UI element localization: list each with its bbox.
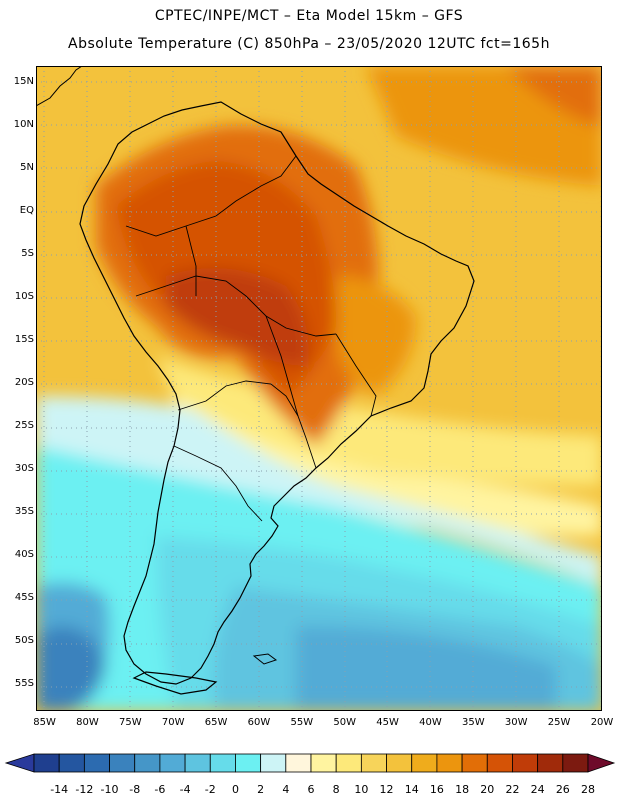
colorbar (4, 753, 616, 773)
lon-tick-label: 60W (247, 717, 271, 728)
colorbar-tick-label: 18 (455, 783, 470, 796)
chart-title: CPTEC/INPE/MCT – Eta Model 15km – GFS (154, 8, 464, 24)
colorbar-tick-label: -6 (154, 783, 166, 796)
colorbar-tick-label: -12 (75, 783, 94, 796)
field-cool-band (36, 396, 602, 586)
lon-tick-label: 80W (76, 717, 99, 728)
field-pale-band (156, 396, 602, 536)
temperature-map (36, 66, 602, 711)
colorbar-under-arrow (4, 753, 35, 773)
chart-subtitle: Absolute Temperature (C) 850hPa – 23/05/… (68, 36, 550, 52)
lat-tick-label: EQ (19, 205, 34, 217)
colorbar-swatch (134, 753, 161, 773)
lon-tick-label: 65W (204, 717, 228, 728)
colorbar-swatch (562, 753, 589, 773)
colorbar-tick-label: 12 (379, 783, 394, 796)
lon-tick-label: 25W (547, 717, 571, 728)
lat-tick-label: 30S (14, 463, 34, 475)
lat-tick-label: 55S (14, 678, 34, 690)
colorbar-swatch (335, 753, 362, 773)
colorbar-swatch (411, 753, 438, 773)
colorbar-tick-label: -2 (204, 783, 216, 796)
colorbar-tick-label: 28 (581, 783, 595, 796)
falkland-islands (252, 653, 278, 665)
lat-tick-label: 5N (20, 162, 34, 174)
field-interior-hot (166, 268, 309, 366)
lat-tick-label: 15N (13, 76, 34, 88)
lon-tick-label: 40W (419, 717, 442, 728)
colorbar-tick-label: 24 (530, 783, 545, 796)
field-drake (296, 626, 556, 711)
colorbar-swatch (209, 753, 236, 773)
colorbar-tick-label: 10 (354, 783, 369, 796)
colorbar-swatch (83, 753, 110, 773)
colorbar-swatch (461, 753, 488, 773)
colorbar-tick-label: 26 (555, 783, 570, 796)
colorbar-swatch (184, 753, 211, 773)
lat-tick-label: 50S (14, 635, 34, 647)
lon-tick-label: 50W (333, 717, 357, 728)
lon-tick-label: 20W (590, 717, 614, 728)
gulf-of-mexico-coast (36, 66, 83, 107)
lat-tick-label: 15S (14, 334, 34, 346)
colorbar-tick-label: 4 (282, 783, 290, 796)
colorbar-tick-label: -14 (50, 783, 69, 796)
lat-tick-label: 20S (14, 377, 34, 389)
colorbar-tick-label: 16 (429, 783, 444, 796)
colorbar-swatch (235, 753, 262, 773)
lon-tick-label: 75W (119, 717, 142, 728)
lat-tick-label: 5S (21, 248, 34, 260)
colorbar-swatch (360, 753, 387, 773)
lon-tick-label: 45W (376, 717, 399, 728)
colorbar-swatch (33, 753, 60, 773)
lon-tick-label: 30W (504, 717, 528, 728)
colorbar-tick-label: 0 (231, 783, 239, 796)
colorbar-tick-label: 22 (505, 783, 520, 796)
colorbar-tick-label: 6 (307, 783, 315, 796)
lat-tick-label: 10S (14, 291, 34, 303)
colorbar-tick-label: -4 (179, 783, 191, 796)
tierra-del-fuego (132, 671, 218, 695)
colorbar-swatch (436, 753, 463, 773)
colorbar-swatch (310, 753, 337, 773)
field-far-south (36, 626, 106, 711)
colorbar-tick-label: -8 (129, 783, 141, 796)
lat-tick-label: 40S (14, 549, 34, 561)
colorbar-swatch (537, 753, 564, 773)
colorbar-swatch (109, 753, 136, 773)
lat-tick-label: 25S (14, 420, 34, 432)
lon-tick-label: 55W (290, 717, 314, 728)
colorbar-swatch (285, 753, 312, 773)
field-ne-ocean-hot (506, 66, 602, 126)
colorbar-over-arrow (587, 753, 616, 773)
colorbar-tick-label: -10 (100, 783, 119, 796)
lon-tick-label: 35W (462, 717, 485, 728)
colorbar-swatch (512, 753, 539, 773)
colorbar-tick-label: 2 (257, 783, 265, 796)
colorbar-swatch (486, 753, 513, 773)
colorbar-swatch (58, 753, 85, 773)
colorbar-tick-label: 8 (332, 783, 340, 796)
lat-tick-label: 45S (14, 592, 34, 604)
country-borders (125, 155, 377, 522)
lat-tick-label: 35S (14, 506, 34, 518)
lon-tick-label: 70W (161, 717, 185, 728)
colorbar-swatch (159, 753, 186, 773)
colorbar-tick-label: 14 (404, 783, 419, 796)
lat-tick-label: 10N (13, 119, 34, 131)
colorbar-tick-label: 20 (480, 783, 495, 796)
colorbar-swatch (386, 753, 413, 773)
south-america-coastline (79, 101, 475, 685)
lon-tick-label: 85W (33, 717, 56, 728)
colorbar-swatch (260, 753, 287, 773)
